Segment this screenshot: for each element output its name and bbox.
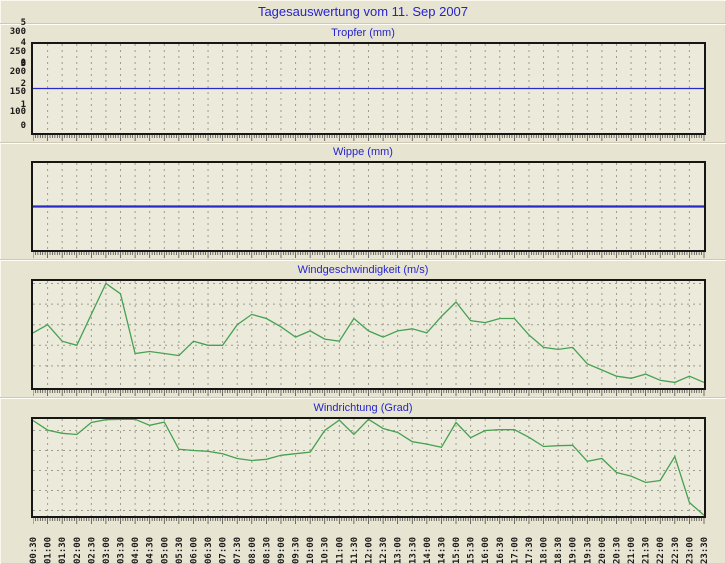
x-axis-label: 23:30 (700, 537, 710, 564)
x-axis-label: 04:00 (131, 537, 141, 564)
x-axis-label: 12:30 (379, 537, 389, 564)
y-axis-label: 5 (20, 17, 26, 28)
x-axis-label: 18:00 (540, 537, 550, 564)
x-axis-label: 19:30 (583, 537, 593, 564)
x-axis-label: 15:30 (467, 537, 477, 564)
section-divider (0, 397, 726, 399)
x-axis-label: 06:00 (190, 537, 200, 564)
x-axis-label: 10:00 (306, 537, 316, 564)
panel-title-tropfer: Tropfer (mm) (331, 27, 395, 39)
y-axis-label: 3 (20, 58, 26, 69)
panel-tropfer: Tropfer (mm) 0 (0, 25, 726, 142)
x-axis-label: 09:00 (277, 537, 287, 564)
x-axis-label: 16:30 (496, 537, 506, 564)
x-axis-label: 06:30 (204, 537, 214, 564)
tropfer-chart (31, 42, 706, 135)
y-axis-label: 250 (9, 46, 26, 57)
x-axis-label: 07:30 (233, 537, 243, 564)
x-axis-label: 12:00 (365, 537, 375, 564)
x-axis-label: 17:30 (525, 537, 535, 564)
x-axis-label: 21:00 (627, 537, 637, 564)
x-axis-label: 22:00 (656, 537, 666, 564)
y-axis-label: 150 (9, 86, 26, 97)
panel-windrichtung: Windrichtung (Grad) 00:30 01:00 01:30 02:00… (0, 27, 726, 564)
tick-strip-wippe (33, 252, 705, 258)
x-axis-label: 03:00 (102, 537, 112, 564)
time-axis-labels: 00:30 01:00 01:30 02:00 02:30 03:00 03:30 04:00… (29, 537, 710, 564)
y-axis-label: 0 (20, 120, 26, 131)
x-axis-label: 17:00 (510, 537, 520, 564)
y-axis-label: 2 (20, 79, 26, 90)
panel-windgeschwindigkeit: Windgeschwindigkeit (m/s) 0 1 2 3 4 5 (0, 18, 726, 397)
panel-title-wippe: Wippe (mm) (333, 146, 393, 158)
x-axis-label: 20:30 (613, 537, 623, 564)
plot-area-windrichtung (31, 417, 706, 518)
x-axis-label: 09:30 (292, 537, 302, 564)
section-divider (0, 23, 726, 25)
x-axis-label: 13:00 (394, 537, 404, 564)
x-axis-label: 11:00 (335, 537, 345, 564)
x-axis-label: 21:30 (642, 537, 652, 564)
x-axis-label: 03:30 (117, 537, 127, 564)
x-axis-label: 23:00 (685, 537, 695, 564)
y-axis-label: 300 (9, 26, 26, 37)
x-axis-label: 14:00 (423, 537, 433, 564)
x-axis-label: 08:00 (248, 537, 258, 564)
tick-strip-tropfer (33, 135, 705, 141)
panel-wippe: Wippe (mm) 0 (0, 58, 726, 259)
panel-title-windgeschwindigkeit: Windgeschwindigkeit (m/s) (297, 264, 429, 276)
plot-area-windgeschwindigkeit (31, 279, 706, 390)
y-axis-label: 200 (9, 66, 26, 77)
x-axis-label: 18:30 (554, 537, 564, 564)
y-axis-label: 0 (20, 58, 26, 69)
panel-title-windrichtung: Windrichtung (Grad) (313, 402, 413, 414)
wippe-chart (31, 161, 706, 252)
tick-strip-windgeschwindigkeit (33, 390, 705, 396)
y-axis-label: 4 (20, 38, 26, 49)
x-axis-label: 22:30 (671, 537, 681, 564)
windgeschwindigkeit-chart (31, 279, 706, 390)
y-axis-label: 100 (9, 106, 26, 117)
x-axis-label: 04:30 (146, 537, 156, 564)
x-axis-label: 01:00 (44, 537, 54, 564)
x-axis-label: 07:00 (219, 537, 229, 564)
x-axis-label: 08:30 (262, 537, 272, 564)
x-axis-label: 02:30 (87, 537, 97, 564)
section-divider (0, 142, 726, 144)
x-axis-label: 00:30 (29, 537, 39, 564)
x-axis-label: 20:00 (598, 537, 608, 564)
y-axis-label: 0 (20, 57, 26, 68)
y-axis-label: 1 (20, 99, 26, 110)
page-title: Tagesauswertung vom 11. Sep 2007 (257, 4, 469, 19)
x-axis-label: 19:00 (569, 537, 579, 564)
x-axis-label: 13:30 (408, 537, 418, 564)
x-axis-label: 14:30 (437, 537, 447, 564)
plot-area-tropfer (31, 42, 706, 135)
x-axis-label: 15:00 (452, 537, 462, 564)
x-axis-label: 11:30 (350, 537, 360, 564)
x-axis-label: 16:00 (481, 537, 491, 564)
x-axis-label: 10:30 (321, 537, 331, 564)
section-divider (0, 259, 726, 261)
x-axis-label: 02:00 (73, 537, 83, 564)
x-axis-label: 05:00 (160, 537, 170, 564)
windrichtung-chart (31, 417, 706, 518)
x-axis-label: 05:30 (175, 537, 185, 564)
tick-strip-windrichtung (33, 518, 705, 524)
plot-area-wippe (31, 161, 706, 252)
x-axis-label: 01:30 (58, 537, 68, 564)
